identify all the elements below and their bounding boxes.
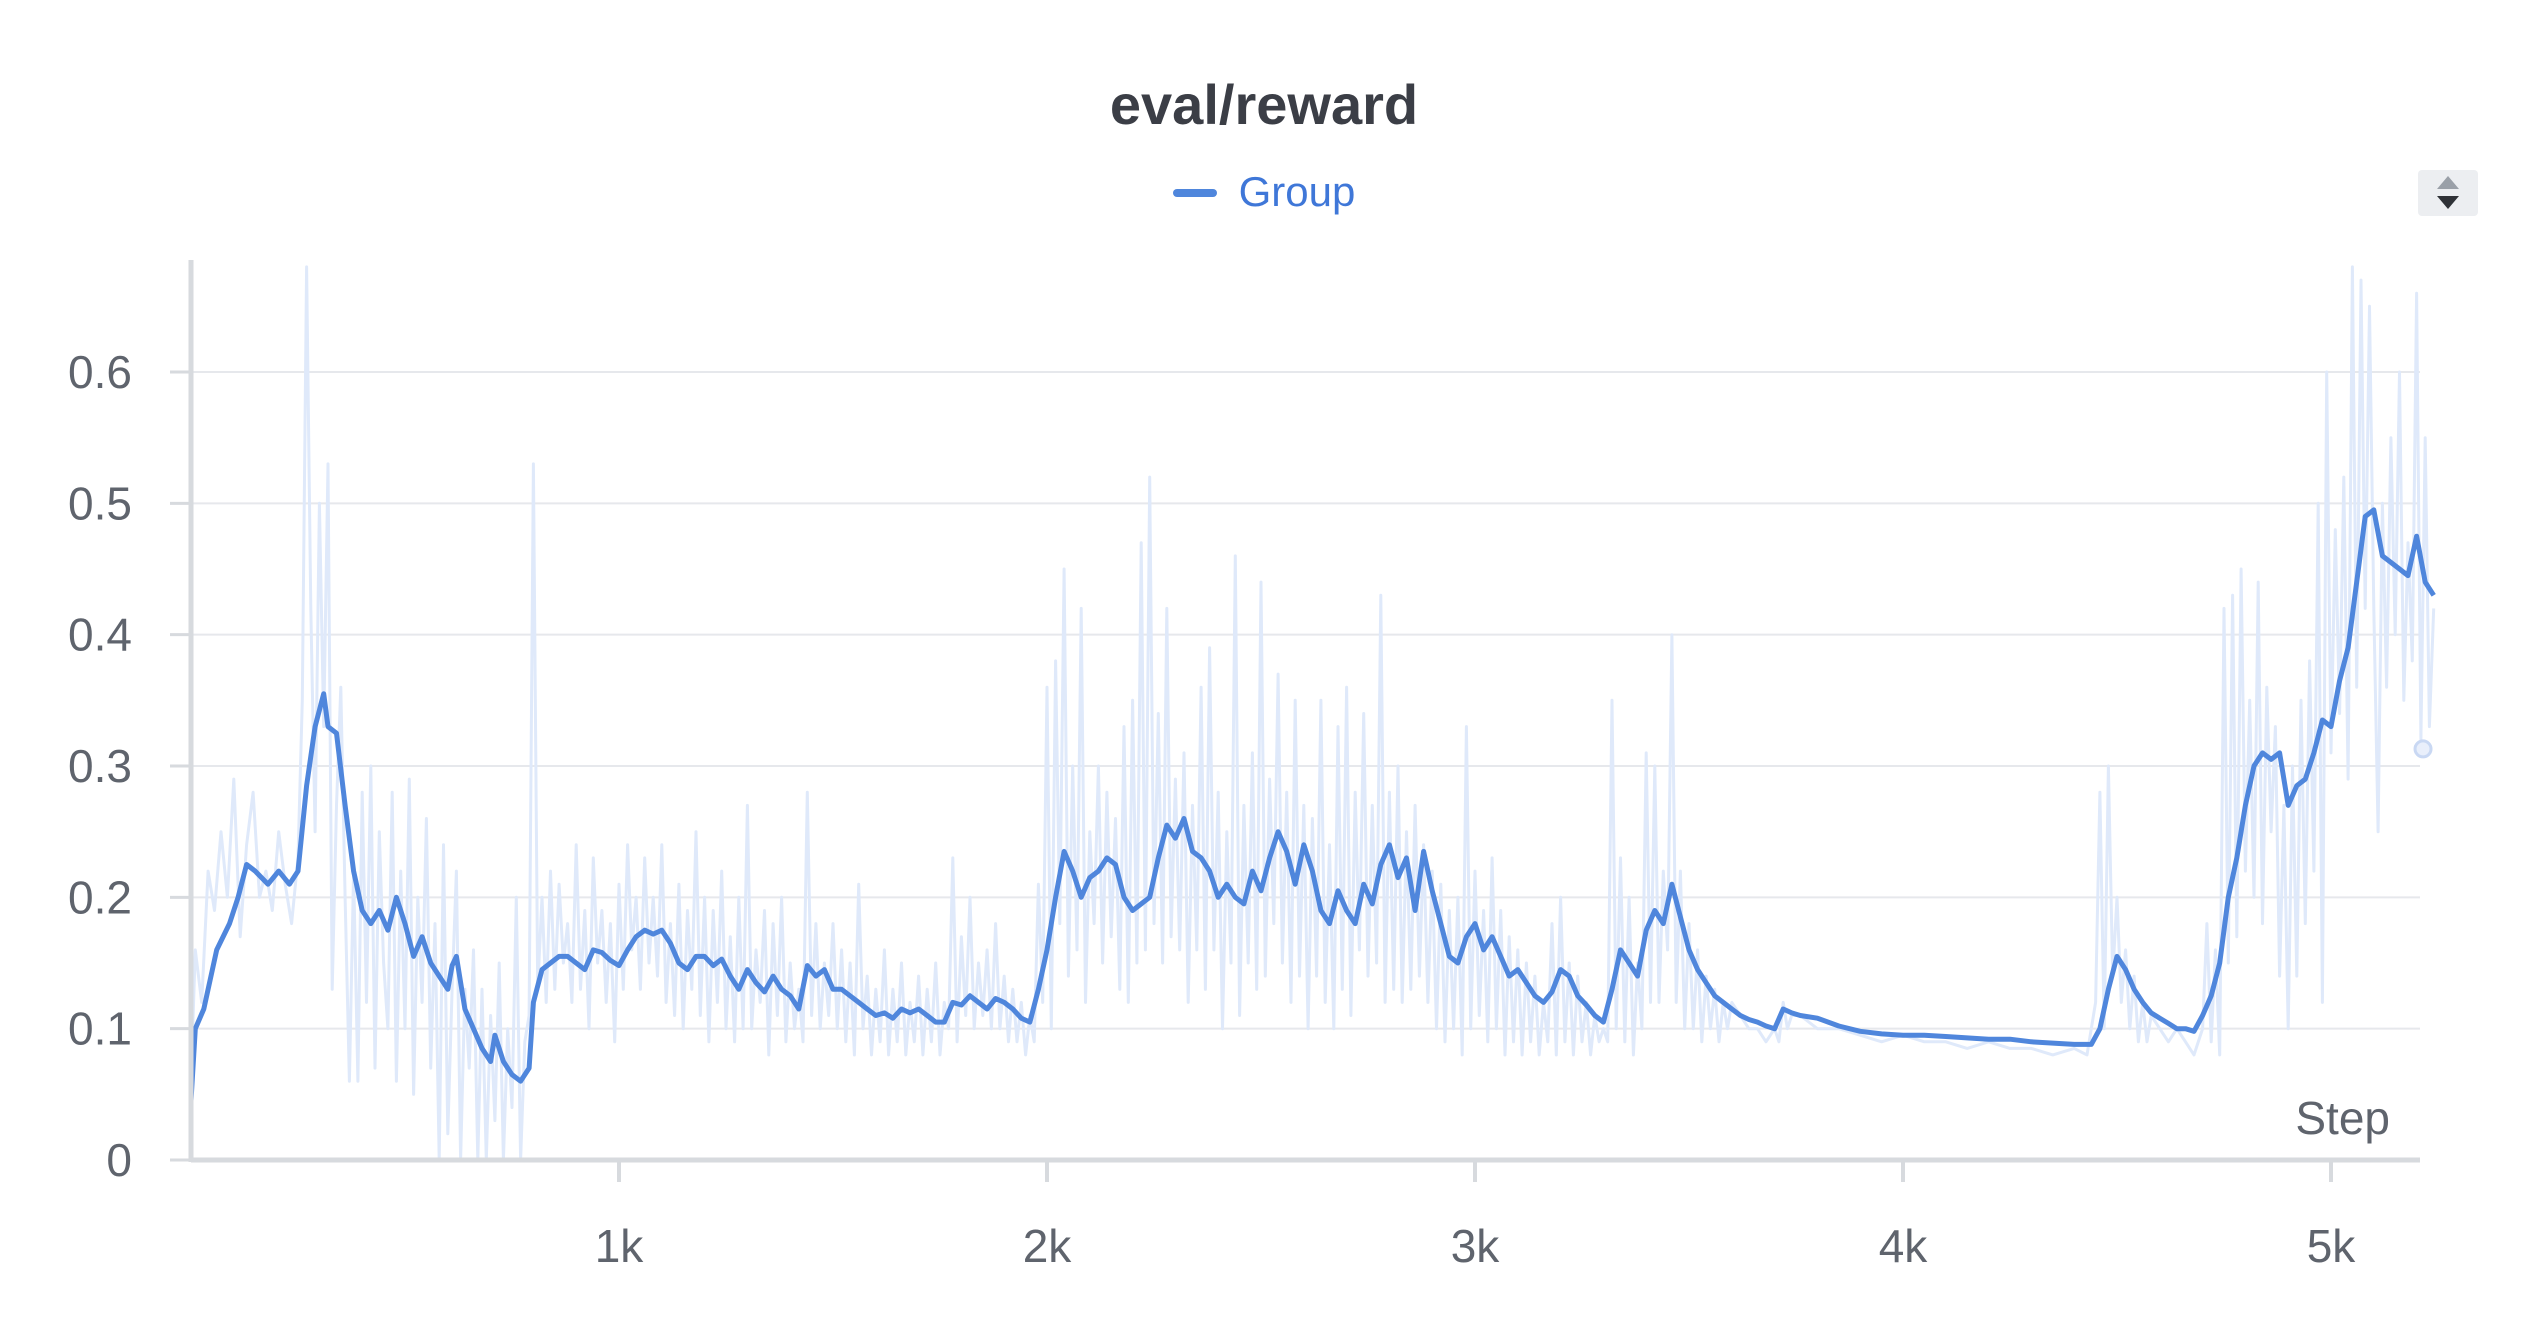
x-axis-label: Step: [2295, 1092, 2390, 1144]
raw-series-layer: [189, 265, 2436, 1162]
legend-label: Group: [1238, 168, 1356, 215]
y-tick-label: 0: [106, 1134, 132, 1186]
x-tick-label: 2k: [1023, 1220, 1073, 1272]
y-tick-label: 0.4: [68, 609, 132, 661]
legend[interactable]: Group: [0, 168, 2528, 216]
caret-down-icon: [2437, 196, 2459, 209]
y-tick-label: 0.5: [68, 477, 132, 529]
y-tick-label: 0.1: [68, 1003, 132, 1055]
legend-scroll-button[interactable]: [2418, 170, 2478, 216]
axes: [188, 260, 2420, 1182]
smoothed-series-line[interactable]: [188, 507, 2436, 1102]
y-tick-label: 0.6: [68, 346, 132, 398]
caret-up-icon: [2437, 176, 2459, 189]
x-tick-label: 1k: [595, 1220, 645, 1272]
x-tick-label: 5k: [2307, 1220, 2357, 1272]
last-point-marker: [2413, 739, 2433, 759]
legend-swatch-icon: [1172, 188, 1217, 197]
y-tick-labels: 0 0.1 0.2 0.3 0.4 0.5 0.6: [68, 346, 132, 1186]
x-tick-label: 3k: [1451, 1220, 1501, 1272]
x-tick-labels: 1k 2k 3k 4k 5k: [595, 1220, 2357, 1272]
y-tick-label: 0.2: [68, 871, 132, 923]
raw-series-line: [189, 265, 2436, 1162]
smoothed-series-layer: [188, 507, 2436, 1102]
y-tick-label: 0.3: [68, 740, 132, 792]
chart-title: eval/reward: [1109, 73, 1419, 136]
x-tick-label: 4k: [1879, 1220, 1929, 1272]
